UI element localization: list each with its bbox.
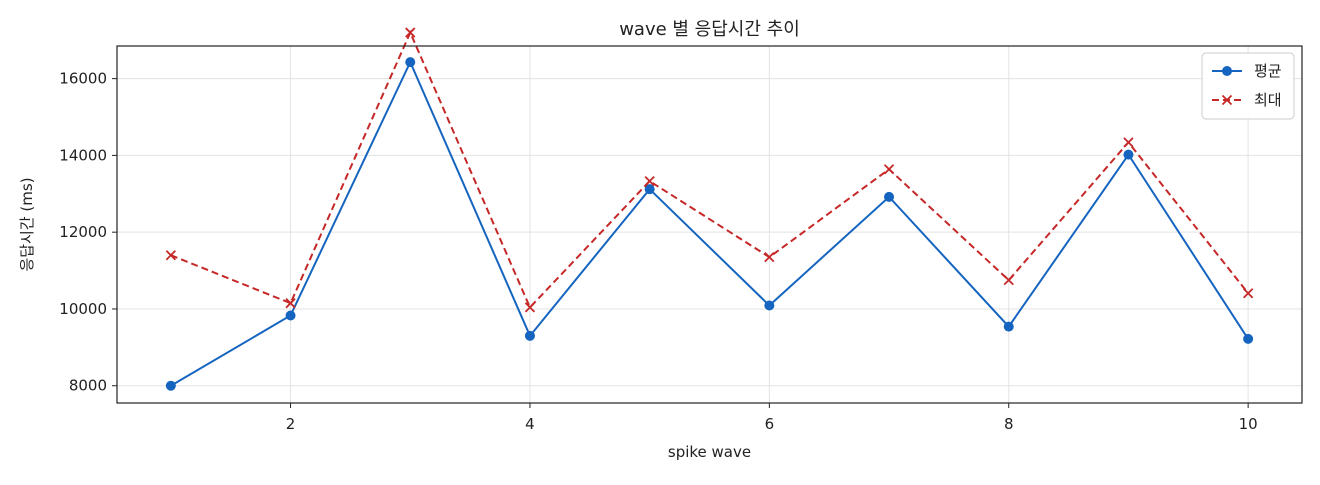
legend-swatch-marker — [1221, 94, 1233, 106]
y-tick-label: 14000 — [59, 146, 107, 164]
data-point — [405, 27, 416, 38]
chart-title: wave 별 응답시간 추이 — [619, 19, 800, 40]
data-point — [1123, 149, 1134, 160]
series-layer — [165, 27, 1254, 391]
data-point — [285, 310, 296, 321]
data-point — [1243, 333, 1254, 344]
data-point — [285, 298, 296, 309]
data-point — [644, 175, 655, 187]
legend-label: 평균 — [1254, 62, 1282, 80]
legend-label: 최대 — [1254, 91, 1282, 109]
data-point — [1243, 288, 1254, 299]
data-point — [524, 330, 535, 341]
y-tick-label: 12000 — [59, 223, 107, 241]
x-tick-label: 10 — [1239, 415, 1258, 433]
data-point — [764, 300, 775, 311]
data-point — [1003, 275, 1014, 286]
data-point — [405, 57, 416, 68]
data-point — [1123, 137, 1134, 148]
plot-area-frame — [116, 45, 1303, 404]
data-point — [1003, 321, 1014, 332]
x-tick-label: 2 — [286, 415, 296, 433]
axis-layer: 2 4 6 8 10 8000 10000 12000 14000 16000 — [59, 70, 1257, 433]
data-point — [165, 380, 176, 391]
x-tick-label: 4 — [525, 415, 535, 433]
legend-swatch-marker — [1222, 66, 1232, 76]
data-point — [644, 184, 655, 195]
grid-layer — [117, 46, 1302, 403]
data-point — [165, 250, 177, 261]
x-axis-title: spike wave — [668, 443, 751, 461]
y-tick-label: 16000 — [59, 70, 107, 88]
data-point — [884, 191, 895, 202]
x-tick-label: 6 — [765, 415, 775, 433]
x-tick-label: 8 — [1004, 415, 1014, 433]
data-point — [883, 164, 895, 175]
y-tick-label: 8000 — [69, 377, 107, 395]
series-line-1 — [170, 59, 1249, 387]
y-axis-title: 응답시간 (ms) — [18, 177, 36, 271]
data-point — [764, 251, 775, 263]
y-tick-label: 10000 — [59, 300, 107, 318]
data-point — [524, 302, 536, 313]
series-line-2 — [170, 30, 1249, 310]
